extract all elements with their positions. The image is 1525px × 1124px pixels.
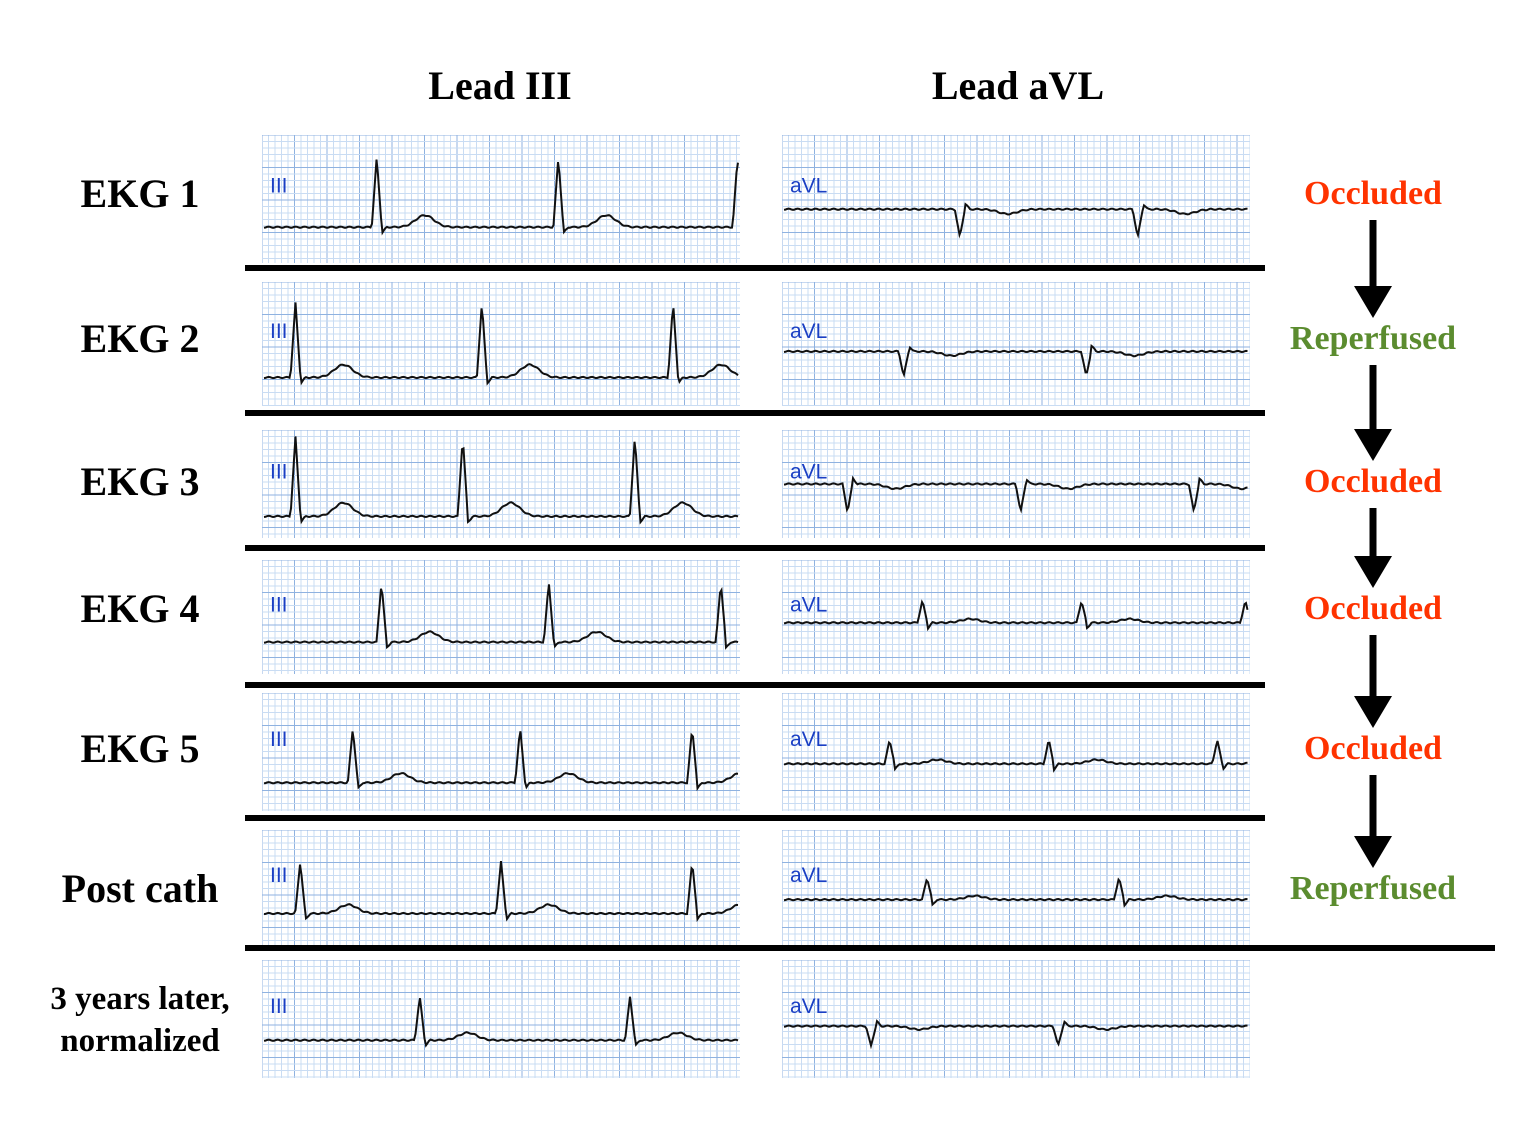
- ekg-strip: III: [262, 960, 740, 1078]
- status: Occluded: [1304, 590, 1442, 627]
- column-header: Lead III: [428, 63, 572, 108]
- row-label: EKG 1: [80, 171, 200, 216]
- ekg-strip: aVL: [782, 693, 1250, 811]
- lead-label: aVL: [790, 593, 827, 616]
- ekg-trace: [783, 599, 1249, 632]
- lead-label: aVL: [790, 728, 827, 751]
- ekg-trace: [263, 159, 739, 236]
- separator: [245, 410, 1265, 416]
- lead-label: III: [270, 320, 288, 343]
- ekg-strip: aVL: [782, 830, 1250, 946]
- lead-label: III: [270, 593, 288, 616]
- arrow-head: [1354, 556, 1392, 588]
- arrow-head: [1354, 696, 1392, 728]
- lead-label: aVL: [790, 864, 827, 887]
- status: Occluded: [1304, 730, 1442, 767]
- row-label: 3 years later, normalized: [50, 981, 230, 1059]
- ekg-strip: III: [262, 560, 740, 674]
- ekg-trace: [263, 436, 739, 525]
- lead-label: III: [270, 728, 288, 751]
- ekg-strip: aVL: [782, 560, 1250, 674]
- separator: [245, 265, 1265, 271]
- column-header: Lead aVL: [931, 63, 1105, 108]
- status: Reperfused: [1289, 320, 1457, 357]
- ekg-trace: [783, 202, 1248, 239]
- ekg-strip: III: [262, 430, 740, 538]
- arrow-head: [1354, 836, 1392, 868]
- row-label: Post cath: [61, 866, 219, 911]
- lead-label: aVL: [790, 320, 827, 343]
- ekg-trace: [783, 475, 1248, 514]
- lead-label: aVL: [790, 175, 827, 198]
- separator: [245, 945, 1495, 951]
- row-label: EKG 4: [80, 586, 200, 631]
- ekg-trace: [263, 584, 739, 650]
- lead-label: III: [270, 995, 288, 1018]
- lead-label: aVL: [790, 995, 827, 1018]
- ekg-trace: [783, 1019, 1248, 1050]
- arrow-head: [1354, 429, 1392, 461]
- row-label: EKG 2: [80, 316, 200, 361]
- ekg-trace: [263, 861, 739, 923]
- status: Reperfused: [1289, 870, 1457, 907]
- ekg-trace: [263, 302, 739, 386]
- arrow-head: [1354, 286, 1392, 318]
- ekg-trace: [783, 344, 1248, 379]
- separator: [245, 815, 1265, 821]
- lead-label: III: [270, 864, 288, 887]
- ekg-strip: III: [262, 693, 740, 811]
- row-label: EKG 3: [80, 459, 200, 504]
- ekg-strip: aVL: [782, 960, 1250, 1078]
- separator: [245, 545, 1265, 551]
- ekg-trace: [783, 877, 1248, 908]
- ekg-trace: [263, 996, 739, 1048]
- status: Occluded: [1304, 175, 1442, 212]
- ekg-strip: aVL: [782, 282, 1250, 406]
- lead-label: III: [270, 175, 288, 198]
- ekg-strip: aVL: [782, 430, 1250, 538]
- lead-label: aVL: [790, 461, 827, 484]
- ekg-strip: III: [262, 135, 740, 263]
- row-label: EKG 5: [80, 726, 200, 771]
- separator: [245, 682, 1265, 688]
- ekg-trace: [263, 731, 739, 792]
- ekg-strip: aVL: [782, 135, 1250, 263]
- ekg-strip: III: [262, 830, 740, 946]
- ekg-trace: [783, 740, 1248, 773]
- ekg-strip: III: [262, 282, 740, 406]
- status: Occluded: [1304, 463, 1442, 500]
- lead-label: III: [270, 461, 288, 484]
